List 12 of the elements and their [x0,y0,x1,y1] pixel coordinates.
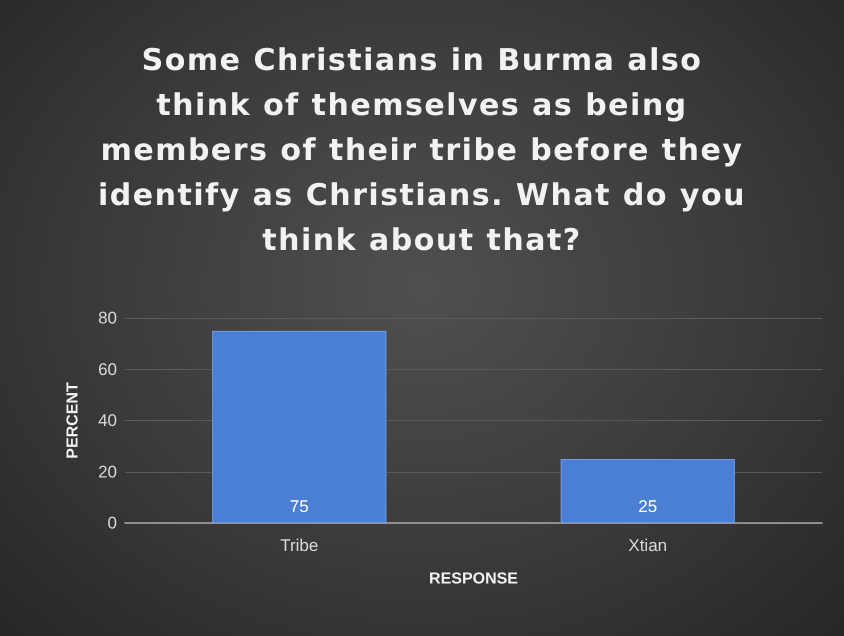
y-tick-label: 60 [98,360,117,379]
y-tick-label: 80 [98,308,117,328]
y-tick-label: 0 [108,514,117,532]
data-label: 25 [638,497,658,516]
chart-title: Some Christians in Burma also think of themselves as being members of their tribe before they identify as Christians. What do you think about that? [97,42,747,260]
y-tick-label: 20 [98,462,117,482]
x-axis-title: RESPONSE [429,570,518,588]
x-tick-label: Tribe [280,536,318,555]
y-tick-label: 40 [98,411,117,430]
data-label: 75 [290,497,309,516]
x-tick-label: Xtian [628,536,668,555]
y-axis-title: PERCENT [64,382,82,459]
